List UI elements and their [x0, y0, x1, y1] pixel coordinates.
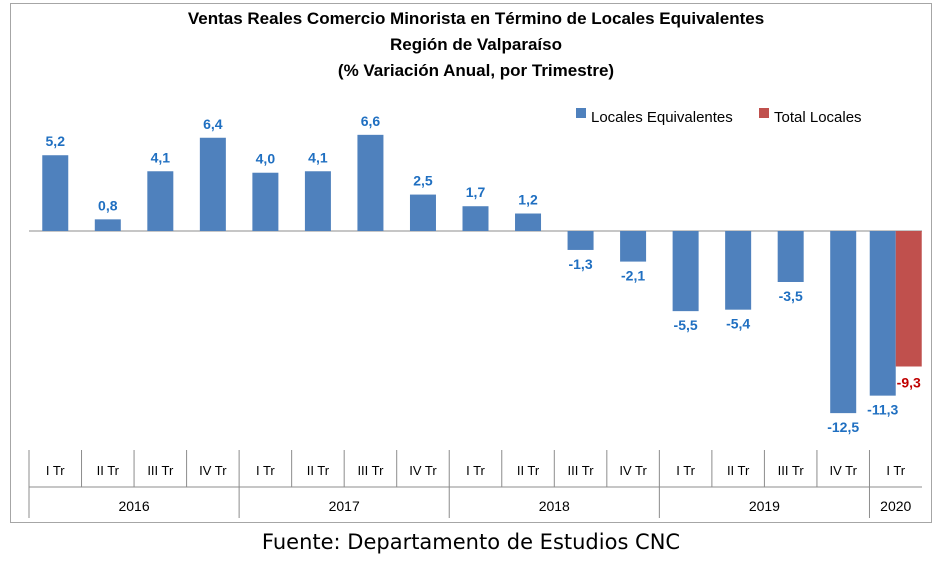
bar-locales-equivalentes — [409, 194, 436, 231]
quarter-tick-label: I Tr — [256, 463, 275, 478]
chart-title-line-3: (% Variación Anual, por Trimestre) — [338, 61, 614, 80]
quarter-tick-label: III Tr — [147, 463, 174, 478]
data-label-locales-equivalentes: 5,2 — [46, 133, 66, 149]
legend-swatch-locales-equivalentes — [576, 108, 586, 118]
chart-svg: Ventas Reales Comercio Minorista en Térm… — [28, 9, 922, 518]
bar-locales-equivalentes — [725, 231, 752, 310]
bar-locales-equivalentes — [567, 231, 594, 250]
chart-title-line-2: Región de Valparaíso — [390, 35, 562, 54]
quarter-tick-label: III Tr — [778, 463, 805, 478]
bar-locales-equivalentes — [869, 231, 896, 396]
data-label-locales-equivalentes: 4,0 — [256, 151, 276, 167]
quarter-tick-label: I Tr — [46, 463, 65, 478]
bar-locales-equivalentes — [147, 171, 174, 231]
quarter-tick-label: IV Tr — [619, 463, 647, 478]
data-label-locales-equivalentes: 1,7 — [466, 184, 486, 200]
bar-locales-equivalentes — [620, 231, 647, 262]
quarter-tick-label: I Tr — [676, 463, 695, 478]
plot-area: 5,2 0,8 4,1 6,4 4,0 4,1 6,6 2,5 1,7 1,2 -1,3 -2,1 -5… — [28, 113, 922, 518]
year-tick-label: 2018 — [539, 498, 570, 514]
data-label-locales-equivalentes: -3,5 — [779, 288, 803, 304]
bar-locales-equivalentes — [199, 137, 226, 231]
data-label-locales-equivalentes: -2,1 — [621, 268, 645, 284]
data-label-locales-equivalentes: -12,5 — [827, 419, 859, 435]
data-label-locales-equivalentes: 4,1 — [308, 149, 328, 165]
chart-title-line-1: Ventas Reales Comercio Minorista en Térm… — [188, 9, 764, 28]
quarter-tick-label: II Tr — [307, 463, 330, 478]
source-note: Fuente: Departamento de Estudios CNC — [261, 530, 681, 554]
year-tick-label: 2017 — [329, 498, 360, 514]
bar-locales-equivalentes — [357, 134, 384, 231]
quarter-tick-label: III Tr — [568, 463, 595, 478]
quarter-tick-label: II Tr — [97, 463, 120, 478]
bar-locales-equivalentes — [672, 231, 699, 312]
chart-frame — [10, 3, 932, 523]
data-label-locales-equivalentes: -5,4 — [726, 316, 750, 332]
data-label-locales-equivalentes: 0,8 — [98, 197, 118, 213]
quarter-tick-label: II Tr — [727, 463, 750, 478]
year-tick-label: 2020 — [880, 498, 911, 514]
data-label-total-locales: -9,3 — [897, 375, 921, 391]
bar-locales-equivalentes — [462, 206, 489, 231]
data-label-locales-equivalentes: 1,2 — [518, 192, 538, 208]
legend-swatch-total-locales — [759, 108, 769, 118]
data-label-locales-equivalentes: -1,3 — [568, 256, 592, 272]
data-label-locales-equivalentes: 2,5 — [413, 173, 433, 189]
quarter-tick-label: IV Tr — [829, 463, 857, 478]
bar-locales-equivalentes — [252, 172, 279, 231]
data-label-locales-equivalentes: 4,1 — [151, 149, 171, 165]
year-tick-label: 2016 — [118, 498, 149, 514]
bar-locales-equivalentes — [777, 231, 804, 282]
data-label-locales-equivalentes: -11,3 — [867, 402, 898, 418]
legend-label-total-locales: Total Locales — [774, 109, 862, 126]
quarter-tick-label: III Tr — [357, 463, 384, 478]
quarter-tick-label: IV Tr — [199, 463, 227, 478]
bar-locales-equivalentes — [42, 155, 69, 231]
year-tick-label: 2019 — [749, 498, 780, 514]
legend-label-locales-equivalentes: Locales Equivalentes — [591, 109, 733, 126]
quarter-tick-label: I Tr — [466, 463, 485, 478]
data-label-locales-equivalentes: -5,5 — [674, 317, 698, 333]
quarter-tick-label: IV Tr — [409, 463, 437, 478]
data-label-locales-equivalentes: 6,6 — [361, 113, 381, 129]
bar-locales-equivalentes — [515, 213, 542, 231]
bar-locales-equivalentes — [304, 171, 331, 231]
quarter-tick-label: II Tr — [517, 463, 540, 478]
bar-locales-equivalentes — [830, 231, 857, 414]
bar-locales-equivalentes — [94, 219, 121, 231]
data-label-locales-equivalentes: 6,4 — [203, 116, 223, 132]
quarter-tick-label: I Tr — [886, 463, 905, 478]
bar-total-locales — [895, 231, 922, 367]
